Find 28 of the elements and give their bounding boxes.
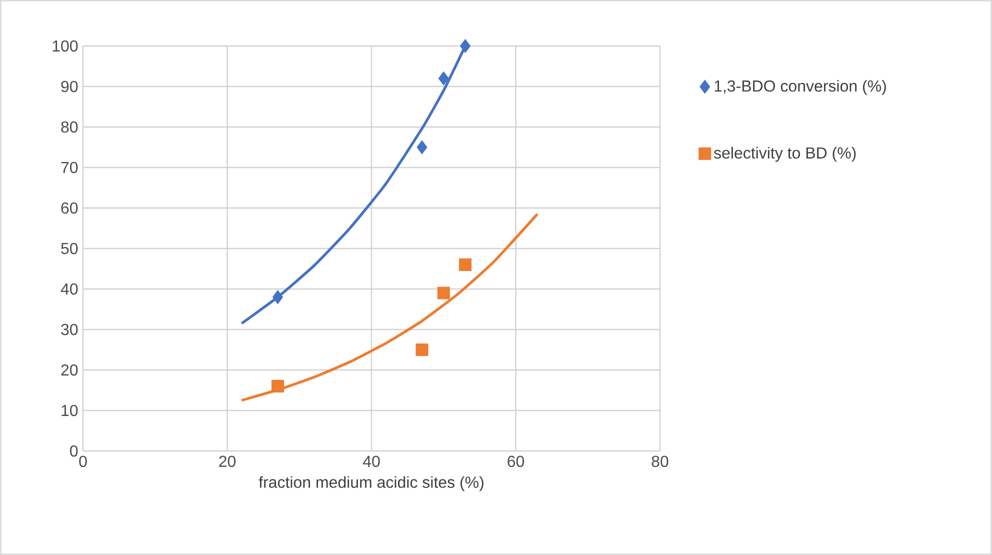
- y-tick-label: 20: [61, 364, 78, 376]
- point: [438, 71, 449, 86]
- x-tick-label: 60: [508, 456, 524, 468]
- x-tick-label: 20: [219, 456, 236, 468]
- point: [416, 343, 428, 356]
- y-tick-label: 90: [61, 80, 78, 92]
- point: [437, 286, 450, 300]
- y-tick-label: 80: [61, 121, 78, 133]
- legend-label: 1,3-BDO conversion (%): [714, 80, 886, 95]
- y-tick-label: 100: [52, 40, 78, 52]
- x-tick-label: 80: [652, 456, 668, 468]
- point: [272, 290, 284, 304]
- line-series: [240, 212, 539, 402]
- x-axis-title: fraction medium acidic sites (%): [258, 476, 484, 492]
- y-tick-label: 0: [70, 445, 78, 457]
- y-tick-label: 30: [61, 324, 78, 336]
- x-tick-label: 40: [362, 456, 380, 468]
- point: [458, 258, 472, 271]
- x-tick-label: 0: [79, 456, 87, 468]
- point: [460, 39, 471, 53]
- point: [416, 140, 428, 154]
- y-tick-label: 10: [62, 404, 78, 416]
- y-tick-label: 50: [61, 242, 78, 254]
- point: [271, 380, 284, 392]
- y-tick-label: 70: [61, 162, 78, 174]
- y-tick-label: 60: [61, 202, 78, 214]
- legend-label: selectivity to BD (%): [714, 146, 856, 162]
- y-tick-label: 40: [60, 283, 78, 295]
